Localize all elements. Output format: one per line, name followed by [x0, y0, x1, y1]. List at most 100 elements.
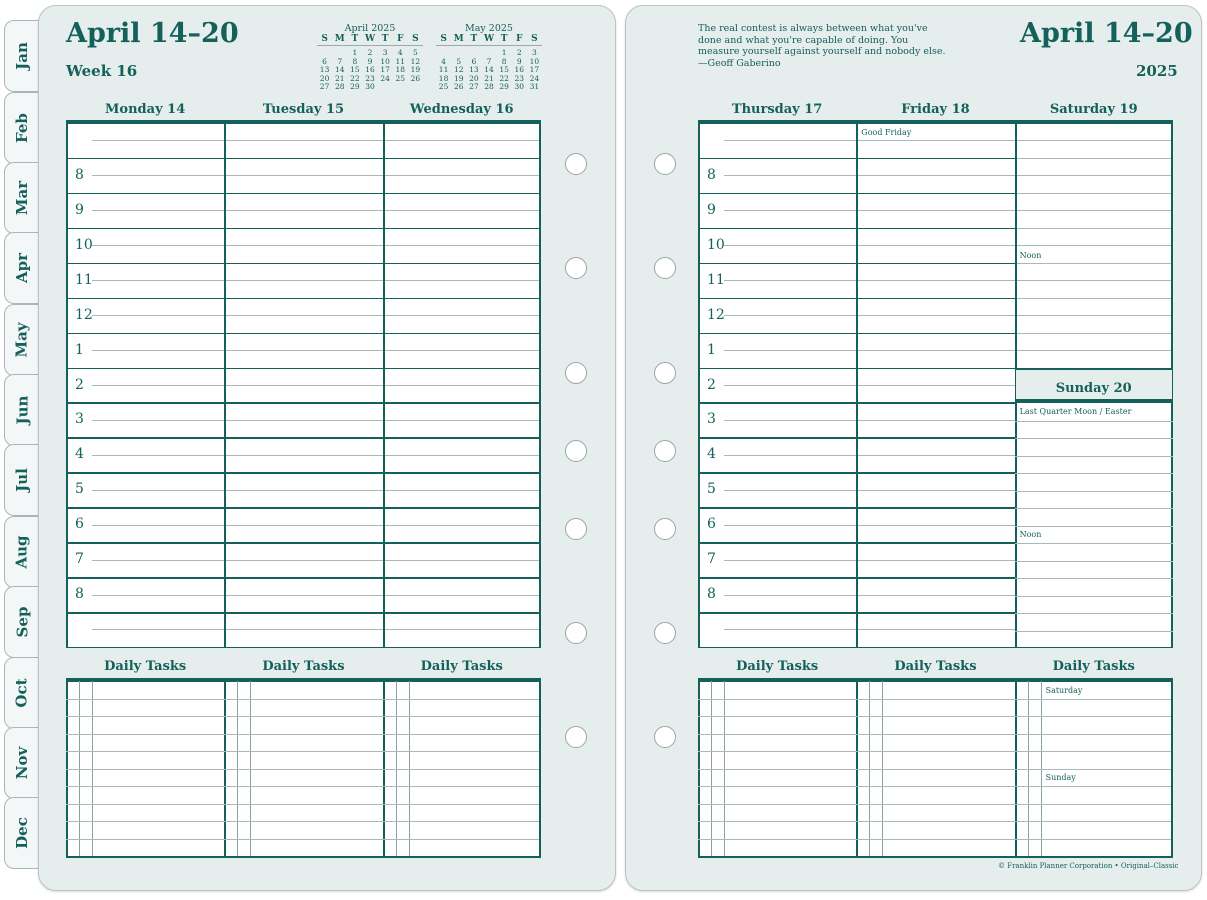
tab-mar[interactable]: Mar: [4, 162, 39, 234]
calendar-day[interactable]: 30: [514, 82, 525, 91]
calendar-day[interactable]: 5: [456, 56, 462, 66]
calendar-day[interactable]: 7: [337, 56, 343, 66]
calendar-day[interactable]: 24: [529, 73, 540, 83]
calendar-day[interactable]: 18: [395, 65, 406, 74]
calendar-day[interactable]: 18: [438, 73, 449, 83]
tab-nov[interactable]: Nov: [4, 727, 39, 799]
task-line[interactable]: [224, 716, 383, 717]
calendar-day[interactable]: 23: [365, 73, 375, 83]
task-line[interactable]: [1014, 751, 1173, 752]
task-line[interactable]: [382, 733, 541, 735]
task-line[interactable]: [224, 733, 383, 735]
calendar-day[interactable]: 28: [484, 82, 494, 91]
calendar-day[interactable]: 27: [469, 82, 479, 91]
calendar-day[interactable]: 13: [319, 65, 330, 74]
task-line[interactable]: [66, 821, 225, 822]
calendar-day[interactable]: 6: [471, 56, 477, 66]
calendar-day[interactable]: 5: [413, 48, 418, 57]
calendar-day[interactable]: 1: [352, 48, 358, 57]
task-line[interactable]: [698, 821, 857, 822]
calendar-day[interactable]: 17: [529, 65, 540, 74]
task-line[interactable]: [382, 786, 541, 787]
calendar-day[interactable]: 25: [438, 82, 449, 91]
calendar-day[interactable]: 21: [334, 73, 345, 83]
calendar-day[interactable]: 31: [529, 82, 540, 91]
calendar-day[interactable]: 19: [410, 65, 421, 74]
calendar-day[interactable]: 20: [469, 73, 479, 83]
task-line[interactable]: [66, 786, 225, 787]
calendar-day[interactable]: 15: [350, 65, 360, 74]
task-line[interactable]: [382, 838, 541, 840]
calendar-day[interactable]: 14: [334, 65, 345, 74]
task-line[interactable]: [382, 768, 541, 770]
task-line[interactable]: [1014, 786, 1173, 787]
task-line[interactable]: [698, 768, 857, 770]
task-line[interactable]: [1014, 698, 1173, 700]
calendar-day[interactable]: 20: [319, 73, 330, 83]
tab-aug[interactable]: Aug: [4, 516, 39, 588]
calendar-day[interactable]: 12: [410, 56, 421, 66]
calendar-day[interactable]: 19: [453, 73, 464, 83]
calendar-day[interactable]: 22: [499, 73, 509, 83]
calendar-day[interactable]: 10: [529, 56, 540, 66]
calendar-day[interactable]: 3: [532, 48, 537, 57]
task-line[interactable]: [224, 698, 383, 700]
calendar-day[interactable]: 27: [319, 82, 330, 91]
task-line[interactable]: [856, 786, 1015, 787]
tab-dec[interactable]: Dec: [4, 797, 39, 869]
task-line[interactable]: [1014, 768, 1173, 770]
task-line[interactable]: [66, 733, 225, 735]
task-line[interactable]: [856, 733, 1015, 735]
task-line[interactable]: [382, 716, 541, 717]
task-line[interactable]: [856, 698, 1015, 700]
tab-oct[interactable]: Oct: [4, 657, 39, 729]
task-line[interactable]: [382, 803, 541, 805]
calendar-day[interactable]: 4: [441, 56, 446, 66]
task-line[interactable]: [856, 716, 1015, 717]
task-line[interactable]: [224, 768, 383, 770]
task-line[interactable]: [856, 803, 1015, 805]
calendar-day[interactable]: 13: [469, 65, 479, 74]
calendar-day[interactable]: 26: [410, 73, 421, 83]
task-line[interactable]: [66, 838, 225, 840]
calendar-day[interactable]: 7: [486, 56, 492, 66]
task-line[interactable]: [224, 751, 383, 752]
task-line[interactable]: [224, 786, 383, 787]
calendar-day[interactable]: 17: [380, 65, 390, 74]
tab-sep[interactable]: Sep: [4, 586, 39, 658]
task-line[interactable]: [1014, 821, 1173, 822]
task-line[interactable]: [698, 803, 857, 805]
task-line[interactable]: [382, 821, 541, 822]
tab-jun[interactable]: Jun: [4, 374, 39, 446]
task-line[interactable]: [66, 716, 225, 717]
task-line[interactable]: [856, 838, 1015, 840]
task-line[interactable]: [1014, 716, 1173, 717]
calendar-day[interactable]: 30: [365, 82, 375, 91]
task-line[interactable]: [66, 768, 225, 770]
calendar-day[interactable]: 10: [380, 56, 390, 66]
task-line[interactable]: [66, 698, 225, 700]
calendar-day[interactable]: 1: [501, 48, 507, 57]
task-line[interactable]: [382, 751, 541, 752]
calendar-day[interactable]: 14: [484, 65, 494, 74]
task-line[interactable]: [856, 821, 1015, 822]
calendar-day[interactable]: 11: [395, 56, 406, 66]
task-line[interactable]: [1014, 733, 1173, 735]
calendar-day[interactable]: 16: [365, 65, 375, 74]
task-line[interactable]: [224, 838, 383, 840]
calendar-day[interactable]: 8: [501, 56, 507, 66]
calendar-day[interactable]: 12: [453, 65, 464, 74]
task-line[interactable]: [224, 821, 383, 822]
calendar-day[interactable]: 21: [484, 73, 494, 83]
calendar-day[interactable]: 16: [514, 65, 525, 74]
task-line[interactable]: [698, 751, 857, 752]
task-line[interactable]: [698, 786, 857, 787]
task-line[interactable]: [698, 838, 857, 840]
tab-jan[interactable]: Jan: [4, 20, 39, 92]
calendar-day[interactable]: 11: [438, 65, 449, 74]
task-line[interactable]: [66, 751, 225, 752]
calendar-day[interactable]: 22: [350, 73, 360, 83]
calendar-day[interactable]: 2: [516, 48, 522, 57]
calendar-day[interactable]: 15: [499, 65, 509, 74]
tab-may[interactable]: May: [4, 304, 39, 376]
